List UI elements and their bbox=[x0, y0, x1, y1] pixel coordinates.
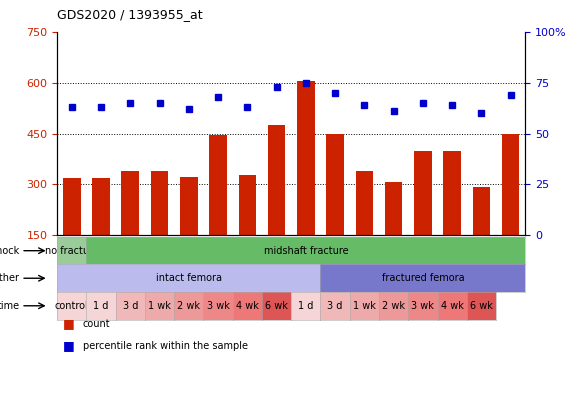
Text: 3 wk: 3 wk bbox=[207, 301, 230, 311]
Text: no fracture: no fracture bbox=[45, 246, 99, 256]
Text: count: count bbox=[83, 319, 110, 328]
Bar bbox=[239, 175, 256, 235]
Text: 1 d: 1 d bbox=[298, 301, 313, 311]
Text: 6 wk: 6 wk bbox=[470, 301, 493, 311]
Bar bbox=[327, 134, 344, 235]
Text: 2 wk: 2 wk bbox=[177, 301, 200, 311]
Text: 3 wk: 3 wk bbox=[412, 301, 435, 311]
Text: 1 wk: 1 wk bbox=[353, 301, 376, 311]
Bar bbox=[63, 177, 81, 235]
Text: control: control bbox=[55, 301, 89, 311]
Text: shock: shock bbox=[0, 246, 20, 256]
Text: 3 d: 3 d bbox=[327, 301, 343, 311]
Bar bbox=[356, 171, 373, 235]
Bar bbox=[297, 81, 315, 235]
Bar bbox=[180, 177, 198, 235]
Bar bbox=[444, 151, 461, 235]
Bar bbox=[151, 171, 168, 235]
Text: 2 wk: 2 wk bbox=[382, 301, 405, 311]
Text: midshaft fracture: midshaft fracture bbox=[264, 246, 348, 256]
Text: 1 wk: 1 wk bbox=[148, 301, 171, 311]
Text: ■: ■ bbox=[63, 339, 75, 352]
Text: 4 wk: 4 wk bbox=[441, 301, 464, 311]
Text: 4 wk: 4 wk bbox=[236, 301, 259, 311]
Text: other: other bbox=[0, 273, 20, 283]
Bar bbox=[122, 171, 139, 235]
Bar bbox=[502, 134, 520, 235]
Bar bbox=[93, 178, 110, 235]
Text: 1 d: 1 d bbox=[93, 301, 108, 311]
Text: time: time bbox=[0, 301, 20, 311]
Bar bbox=[473, 187, 490, 235]
Text: fractured femora: fractured femora bbox=[381, 273, 464, 283]
Bar bbox=[385, 181, 403, 235]
Text: ■: ■ bbox=[63, 317, 75, 330]
Bar bbox=[209, 135, 227, 235]
Text: 3 d: 3 d bbox=[123, 301, 138, 311]
Bar bbox=[268, 125, 286, 235]
Bar bbox=[414, 151, 432, 235]
Text: intact femora: intact femora bbox=[156, 273, 222, 283]
Text: GDS2020 / 1393955_at: GDS2020 / 1393955_at bbox=[57, 8, 203, 21]
Text: percentile rank within the sample: percentile rank within the sample bbox=[83, 341, 248, 351]
Text: 6 wk: 6 wk bbox=[265, 301, 288, 311]
